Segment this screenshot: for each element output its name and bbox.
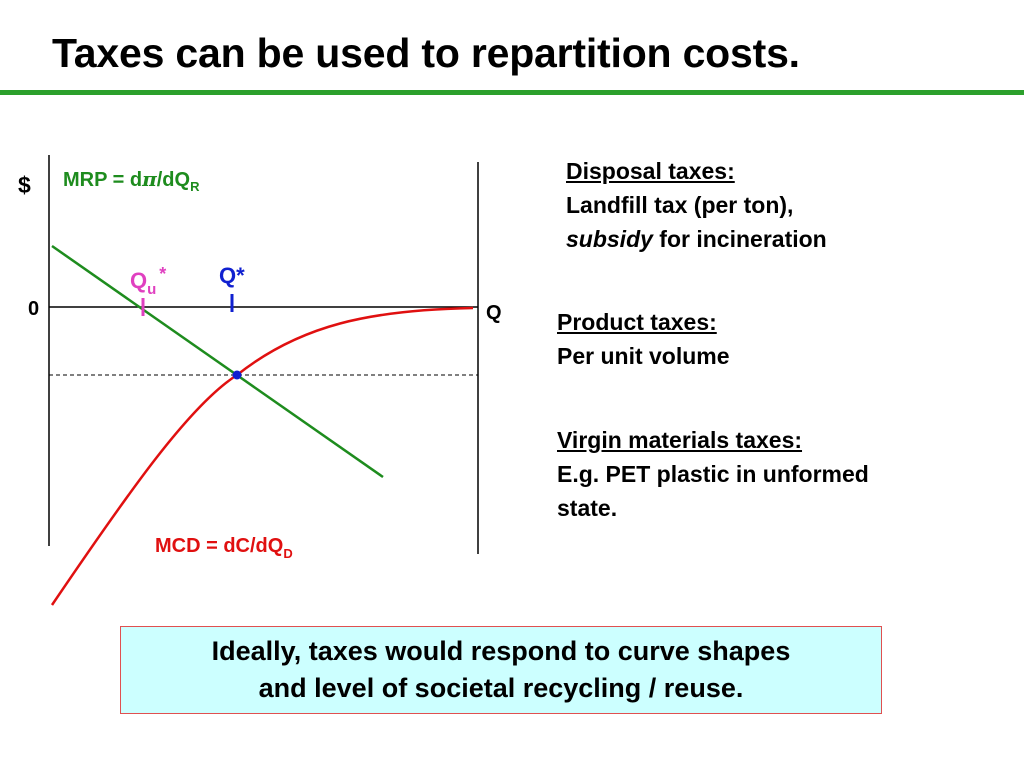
slide-title: Taxes can be used to repartition costs. [52,30,800,76]
virgin-materials-taxes-note: Virgin materials taxes: E.g. PET plastic… [557,423,869,525]
qstar-label: Q* [219,263,245,288]
origin-label: 0 [28,298,39,320]
mrp-label-mid: /dQ [157,169,190,191]
qu-label: Qu* [130,264,166,298]
virgin-materials-line1: E.g. PET plastic in unformed [557,461,869,487]
disposal-taxes-note: Disposal taxes: Landfill tax (per ton), … [566,154,827,256]
disposal-taxes-line2-rest: for incineration [652,226,827,252]
product-taxes-line1: Per unit volume [557,343,730,369]
product-taxes-heading: Product taxes: [557,309,717,335]
qu-label-sup: * [159,264,166,284]
mcd-label-main: MCD = dC/dQ [155,535,283,557]
subsidy-emphasis: subsidy [566,226,653,252]
y-axis-label: $ [18,172,31,198]
qu-label-main: Q [130,268,147,293]
mrp-curve [51,244,384,479]
disposal-taxes-line2: subsidy for incineration [566,222,827,256]
disposal-taxes-heading: Disposal taxes: [566,158,735,184]
disposal-taxes-line1: Landfill tax (per ton), [566,192,794,218]
title-rule [0,90,1024,95]
mrp-label: MRP = dπ/dQR [63,167,200,194]
mcd-label-sub: D [283,546,292,561]
callout-line2: and level of societal recycling / reuse. [258,673,744,703]
x-axis-label: Q [486,302,502,324]
mcd-label: MCD = dC/dQD [155,535,293,561]
product-taxes-note: Product taxes: Per unit volume [557,305,730,373]
equilibrium-point [232,370,242,380]
mcd-curve [50,306,474,606]
virgin-materials-line2: state. [557,495,618,521]
mrp-label-pi: π [141,167,157,191]
qu-label-sub: u [147,281,156,298]
callout-line1: Ideally, taxes would respond to curve sh… [211,636,791,666]
summary-callout: Ideally, taxes would respond to curve sh… [120,626,882,714]
mrp-label-sub: R [190,179,200,194]
mrp-label-main: MRP = d [63,169,142,191]
virgin-materials-heading: Virgin materials taxes: [557,427,803,453]
